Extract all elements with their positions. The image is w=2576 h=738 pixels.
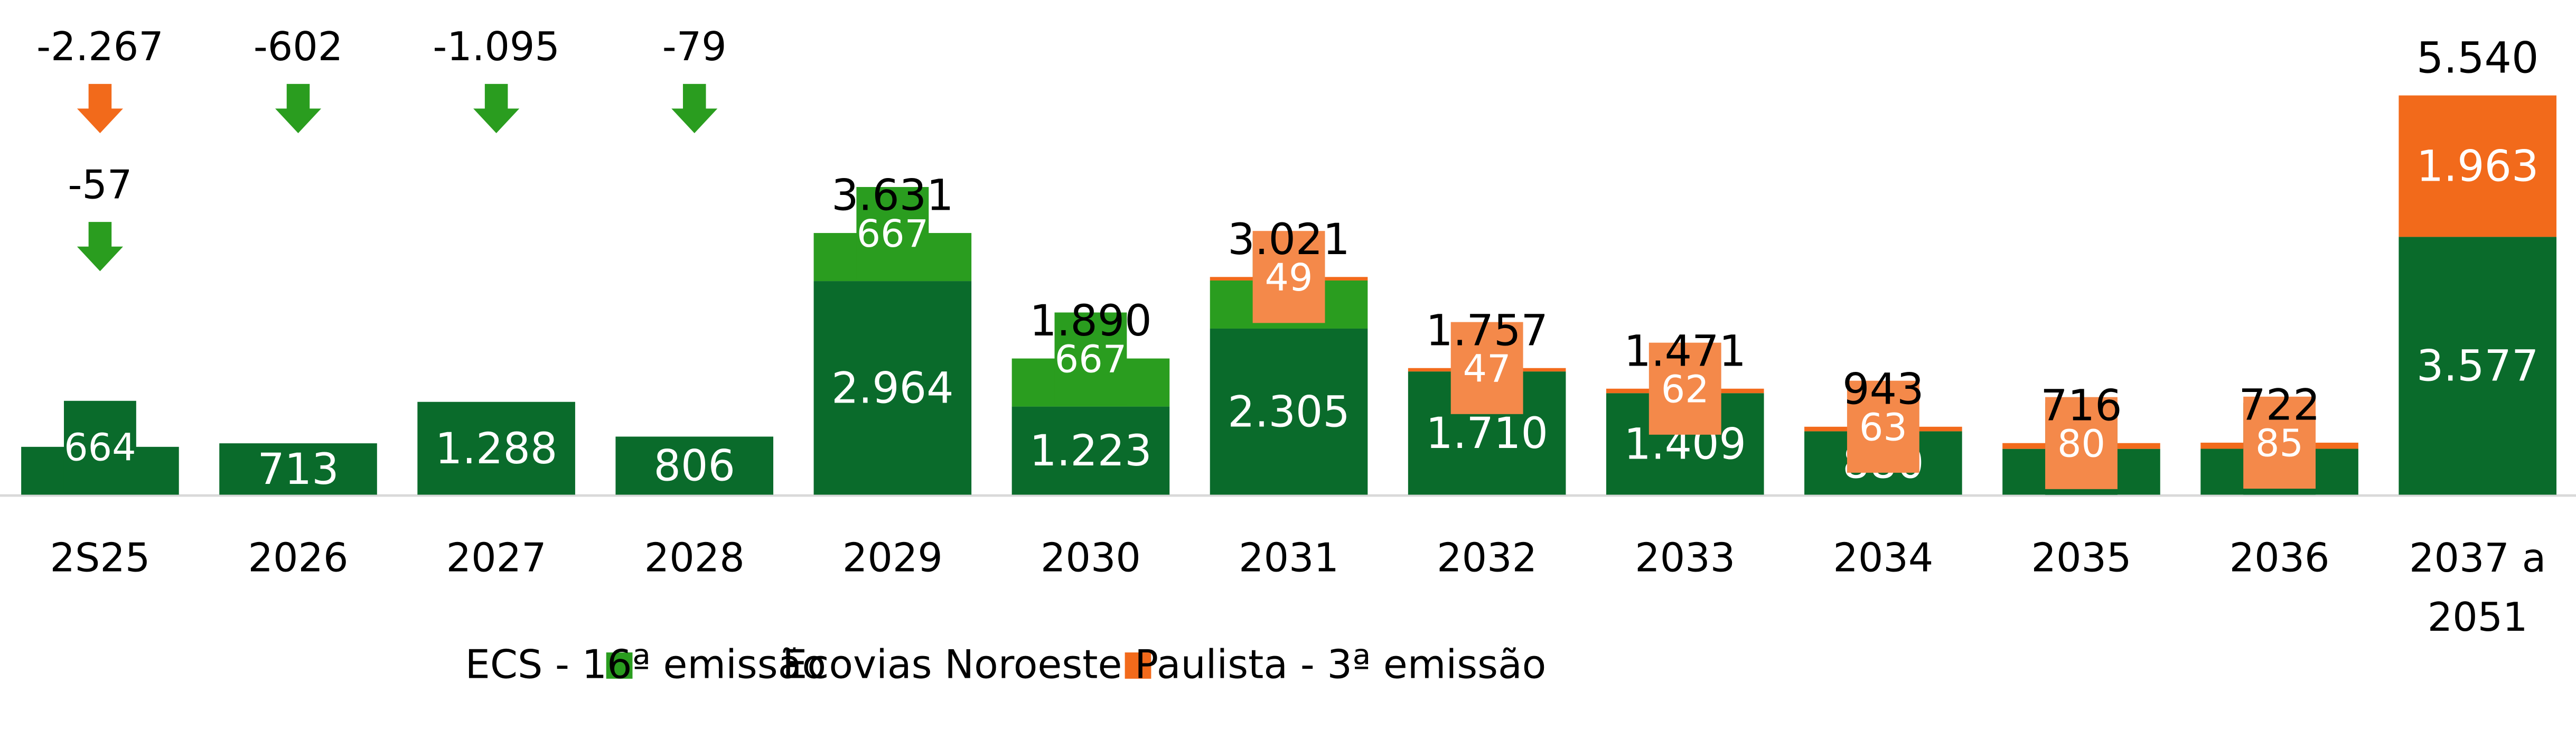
x-tick-label-line: 2037 a [2409,535,2546,581]
legend-label: ECS - 16ª emissão [465,642,826,688]
data-label: 2.964 [831,363,953,413]
total-label: 943 [1842,365,1924,414]
arrow-label: -602 [254,24,343,70]
bar-segment [2399,95,2556,237]
data-label: 85 [2255,422,2303,465]
label-box [856,186,929,279]
total-label: 722 [2238,381,2320,431]
data-label: 1.963 [2416,142,2538,192]
label-box [1648,342,1721,435]
x-tick-label: 2028 [644,535,745,581]
data-label: 47 [1463,347,1511,390]
data-label: 62 [1661,368,1709,412]
x-tick-label: 2034 [1833,535,1933,581]
data-label: 806 [654,442,735,491]
label-box [1450,322,1523,414]
data-label: 713 [257,445,339,494]
x-tick-label: 2037 a 2051 [2409,535,2546,640]
x-tick-label: 2035 [2031,535,2132,581]
total-label: 1.757 [1426,306,1548,356]
arrow [77,222,123,272]
bar-segment [2399,237,2556,495]
label-box [63,400,136,493]
total-label: 1.471 [1624,326,1746,376]
x-tick-label: 2027 [446,535,547,581]
total-label: 1.890 [1029,296,1151,346]
x-tick-label: 2029 [842,535,943,581]
data-label: 2.305 [1228,387,1350,437]
data-label: 1.288 [435,424,557,474]
total-label: 5.540 [2416,33,2538,83]
data-label: 49 [1265,256,1313,300]
bar-segment [813,281,972,495]
arrow [473,83,520,134]
bar-segment [1210,328,1368,495]
arrow [275,83,322,134]
arrow-label: -2.267 [36,24,164,70]
x-tick-label: 2030 [1041,535,1141,581]
data-label: 667 [1055,337,1127,381]
arrow-label: -1.095 [433,24,560,70]
x-tick-label: 2S25 [50,535,151,581]
data-label: 664 [64,426,136,470]
label-box [1847,380,1919,473]
arrow-label: -79 [662,24,727,70]
legend-label: Ecovias Noroeste Paulista - 3ª emissão [782,642,1546,688]
label-box [2045,397,2118,489]
legend-swatch [606,652,633,679]
data-label: 1.223 [1029,426,1151,476]
bar-segment [615,436,774,495]
label-box [1252,231,1325,323]
total-label: 3.021 [1228,215,1350,265]
x-tick-label: 2031 [1239,535,1339,581]
total-label: 3.631 [831,171,953,221]
legend-swatch [1125,652,1151,679]
bar-segment [417,401,575,495]
bar-segment [219,443,377,495]
arrow [77,83,123,134]
x-tick-label: 2026 [248,535,349,581]
label-box [1054,312,1127,405]
data-label: 63 [1859,406,1907,450]
data-label: 667 [857,212,929,256]
bar-segment [1011,406,1170,495]
x-tick-label: 2036 [2230,535,2330,581]
x-tick-label: 2033 [1635,535,1735,581]
data-label: 80 [2057,422,2105,466]
x-tick-label-line: 2051 [2428,594,2528,640]
arrow [671,83,718,134]
arrow-label: -57 [68,162,132,208]
data-label: 1.710 [1426,409,1548,459]
data-label: 3.577 [2416,342,2538,391]
x-tick-label: 2032 [1437,535,1537,581]
total-label: 716 [2040,381,2122,431]
label-box [2243,396,2316,489]
